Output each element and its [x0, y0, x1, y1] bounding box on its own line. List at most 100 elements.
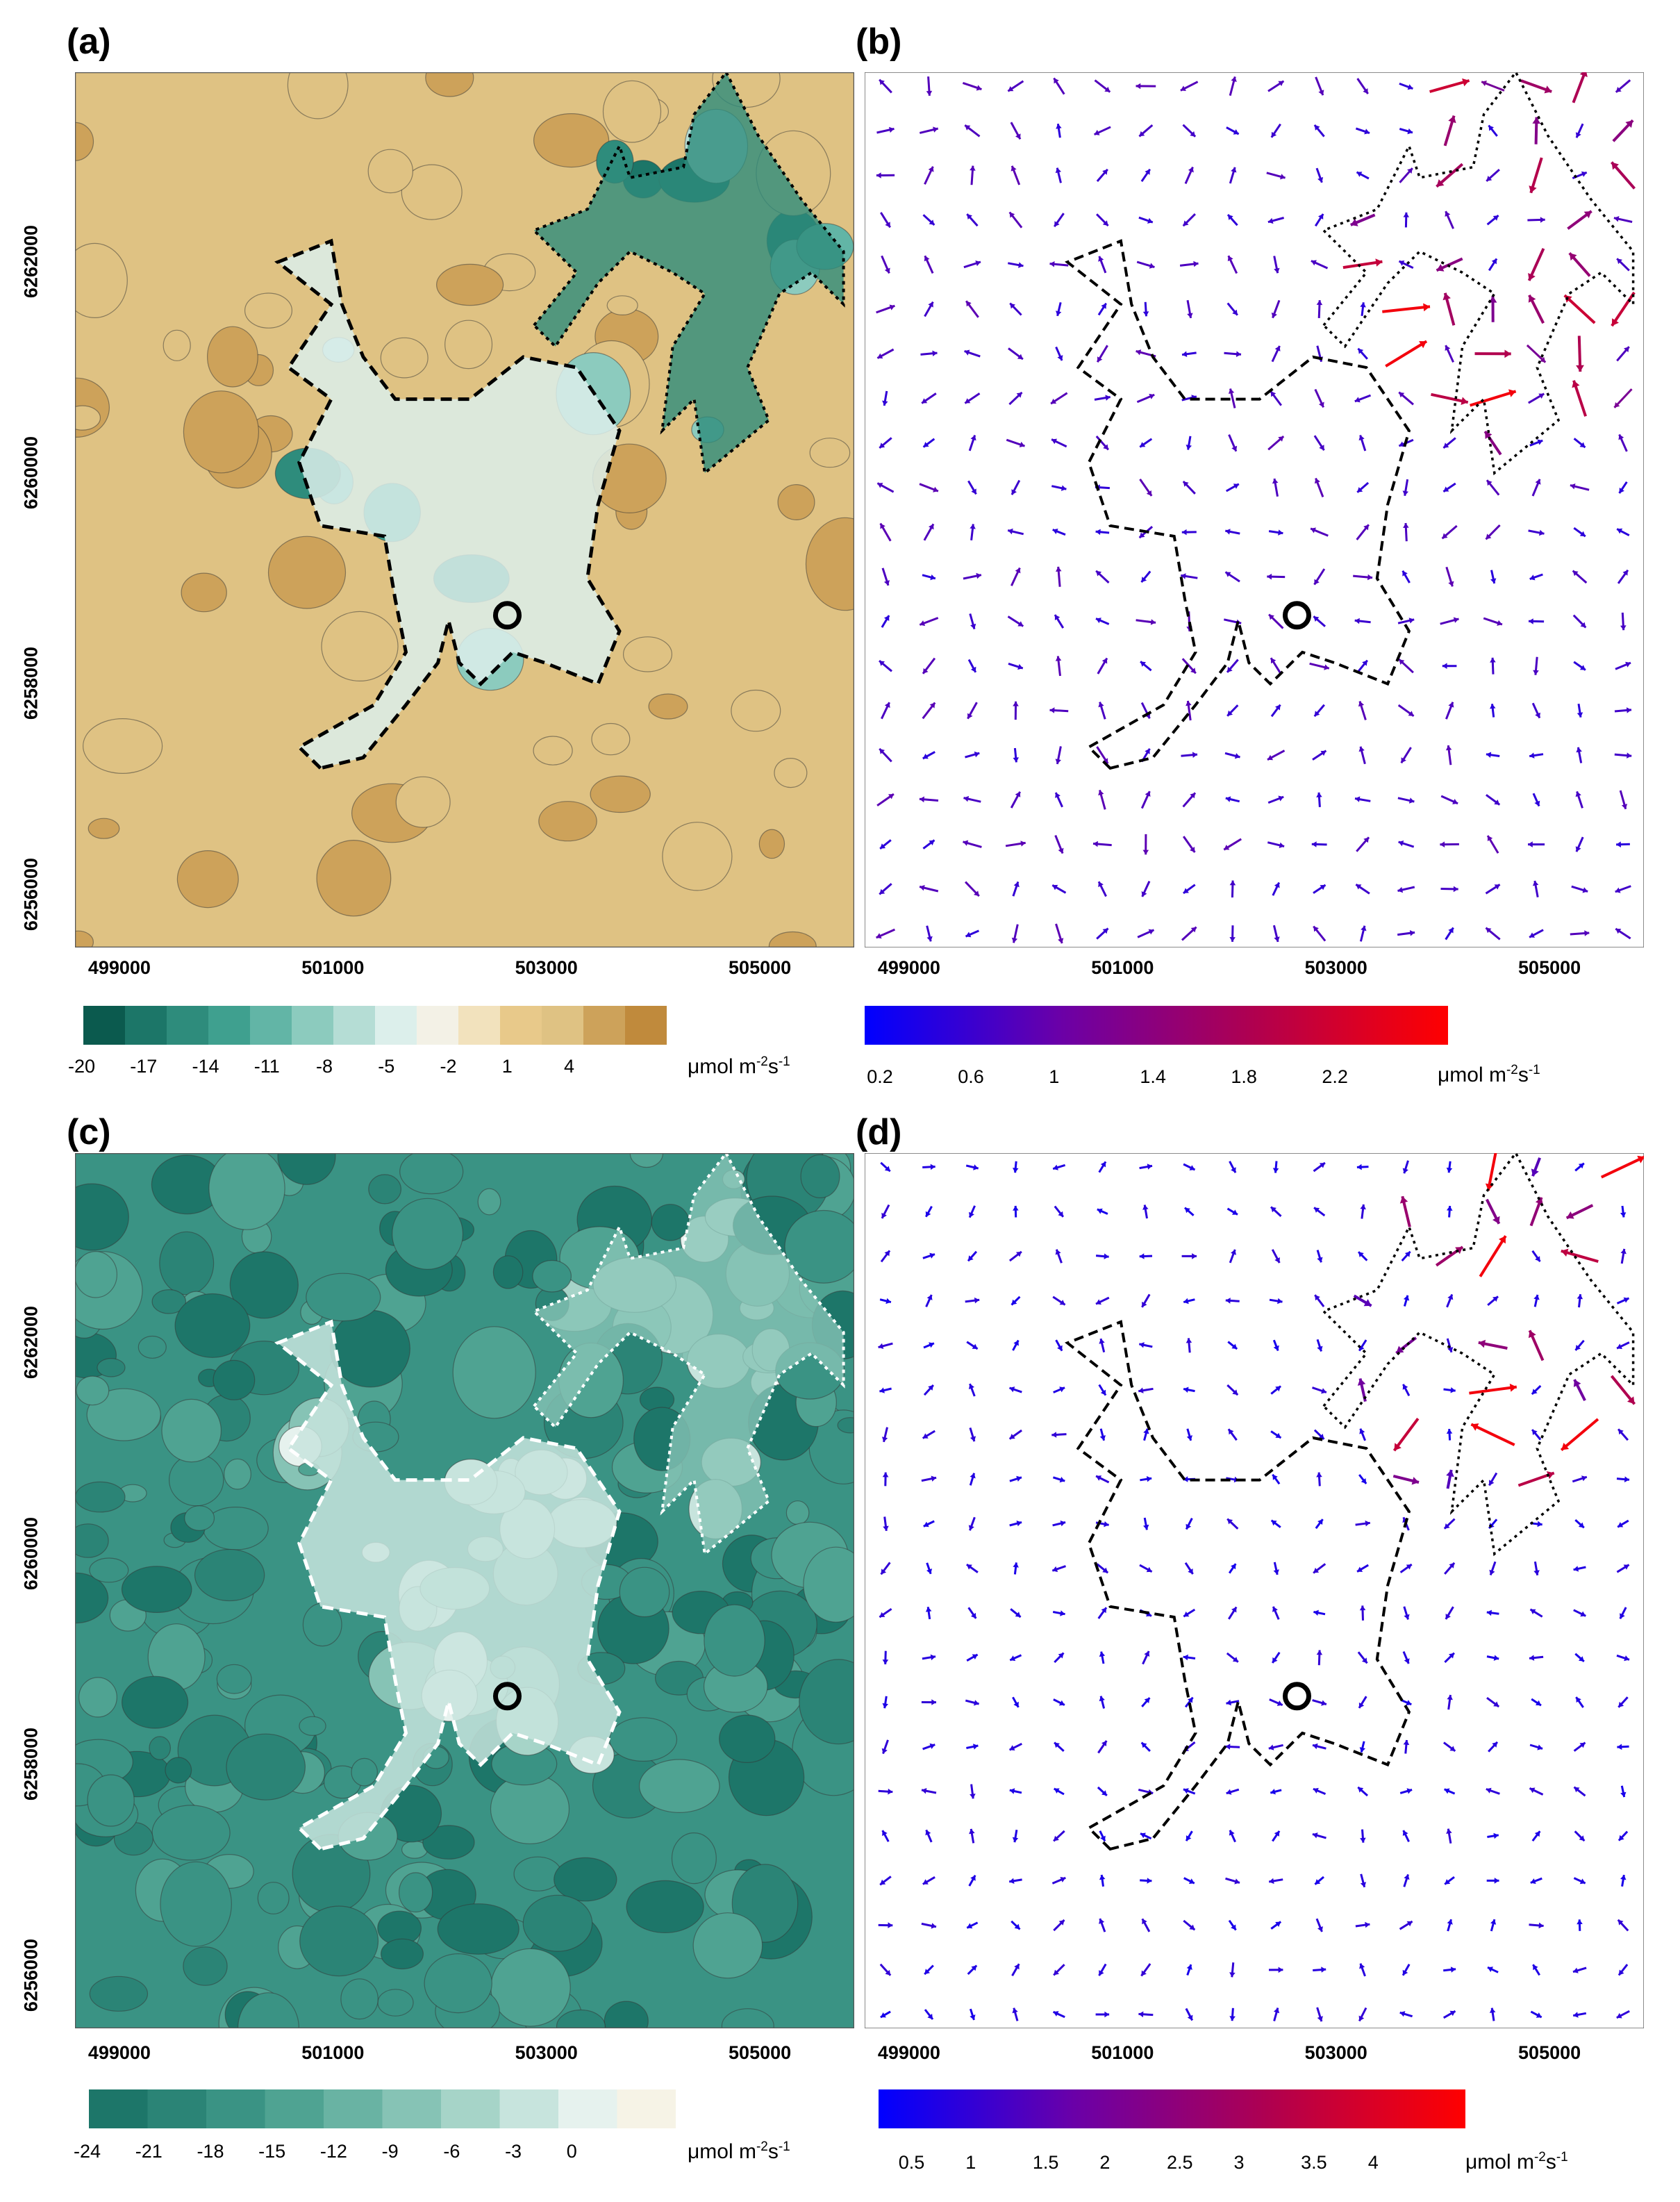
- flux-vector: [1355, 883, 1370, 895]
- flux-vector: [1011, 1963, 1020, 1977]
- flux-vector: [1013, 701, 1019, 720]
- flux-vector: [1529, 1608, 1543, 1618]
- flux-vector: [1486, 835, 1499, 854]
- flux-vector: [1531, 1250, 1541, 1262]
- flux-vector: [922, 1654, 936, 1661]
- flux-vector: [1012, 1829, 1019, 1843]
- contour-patch: [785, 1500, 810, 1525]
- flux-vector: [882, 390, 888, 406]
- flux-vector: [1359, 1741, 1365, 1753]
- flux-vector: [1186, 1428, 1192, 1441]
- flux-vector: [1440, 617, 1459, 625]
- flux-vector: [1224, 752, 1240, 759]
- flux-vector: [1005, 841, 1026, 847]
- contour-patch: [554, 1857, 617, 1902]
- flux-vector: [1140, 168, 1151, 182]
- flux-vector: [1099, 1428, 1106, 1441]
- flux-vector: [1181, 658, 1197, 674]
- flux-vector: [1099, 1874, 1106, 1887]
- colorbar-step: [583, 1006, 626, 1045]
- contour-patch: [533, 736, 573, 765]
- flux-vector: [1313, 1429, 1325, 1440]
- flux-vector: [1008, 262, 1024, 268]
- flux-vector: [1012, 1339, 1020, 1351]
- flux-vector: [1617, 1830, 1629, 1841]
- flux-vector: [1576, 336, 1584, 372]
- flux-vector: [968, 1383, 976, 1397]
- flux-vector: [1314, 213, 1324, 227]
- flux-vector: [1488, 1741, 1499, 1753]
- tower-marker: [1282, 1682, 1311, 1711]
- flux-vector: [1445, 566, 1454, 587]
- flux-vector: [876, 482, 895, 493]
- flux-vector: [1225, 483, 1240, 492]
- flux-vector: [1136, 260, 1155, 269]
- flux-vector: [1138, 124, 1154, 138]
- flux-vector: [1098, 1384, 1107, 1396]
- flux-vector: [1528, 1330, 1545, 1361]
- colorbar-step: [500, 1006, 542, 1045]
- y-tick-label: 6258000: [20, 647, 42, 720]
- contour-patch: [368, 1174, 402, 1205]
- flux-vector: [1013, 747, 1019, 763]
- flux-vector: [1570, 930, 1590, 936]
- flux-vector: [1359, 1428, 1366, 1441]
- flux-vector: [1486, 168, 1500, 182]
- flux-vector: [1182, 836, 1196, 853]
- contour-patch: [213, 1359, 256, 1400]
- colorbar-label: -18: [197, 2141, 224, 2162]
- flux-vector: [1140, 1878, 1152, 1884]
- flux-vector: [1140, 1741, 1151, 1752]
- flux-vector: [1316, 1650, 1323, 1666]
- flux-vector: [1481, 81, 1505, 92]
- flux-vector: [1399, 1788, 1413, 1794]
- flux-vector: [1179, 260, 1199, 267]
- flux-vector: [1615, 927, 1631, 940]
- flux-vector: [1055, 746, 1062, 765]
- flux-vector: [1138, 1387, 1154, 1393]
- flux-vector: [1533, 656, 1539, 675]
- flux-vector: [1186, 1338, 1192, 1353]
- flux-vector: [1051, 485, 1067, 491]
- flux-vector: [1316, 1472, 1322, 1487]
- colorbar-label: 0: [566, 2141, 577, 2162]
- flux-vector: [1097, 1607, 1108, 1619]
- flux-vector: [879, 1876, 892, 1886]
- flux-vector: [881, 568, 890, 586]
- x-tick-label: 503000: [515, 2042, 578, 2063]
- flux-vector: [1054, 835, 1064, 854]
- contour-patch: [287, 72, 349, 119]
- flux-vector: [967, 702, 978, 720]
- y-tick-label: 6256000: [20, 858, 42, 932]
- colorbar-step: [83, 1006, 126, 1045]
- contour-patch: [229, 1251, 299, 1319]
- flux-vector: [1143, 1517, 1149, 1530]
- flux-vector: [1097, 657, 1108, 674]
- boundary-dotted: [1321, 72, 1635, 476]
- flux-vector: [1399, 1195, 1411, 1227]
- flux-vector: [1143, 1428, 1149, 1441]
- flux-vector: [1572, 570, 1588, 584]
- unit-label-c: μmol m-2s-1: [688, 2139, 790, 2163]
- colorbar-label: 2.5: [1166, 2152, 1193, 2173]
- flux-vector: [965, 300, 979, 318]
- flux-vector: [1186, 1964, 1192, 1976]
- flux-vector: [1051, 884, 1067, 894]
- flux-vector: [879, 1298, 892, 1305]
- contour-patch: [299, 1716, 326, 1737]
- x-tick-label: 503000: [1304, 957, 1367, 978]
- flux-vector: [923, 1342, 935, 1349]
- contour-patch: [395, 776, 451, 828]
- flux-vector: [1572, 72, 1588, 104]
- flux-vector: [881, 1204, 890, 1219]
- contour-patch: [662, 822, 733, 891]
- flux-vector: [970, 524, 976, 540]
- contour-patch: [784, 1209, 854, 1284]
- flux-vector: [1313, 925, 1326, 942]
- flux-vector: [1185, 1518, 1193, 1530]
- flux-vector: [1577, 703, 1583, 718]
- flux-vector: [1182, 124, 1197, 138]
- flux-vector: [1099, 1651, 1106, 1664]
- flux-vector: [1267, 795, 1284, 804]
- flux-vector: [1446, 1828, 1452, 1844]
